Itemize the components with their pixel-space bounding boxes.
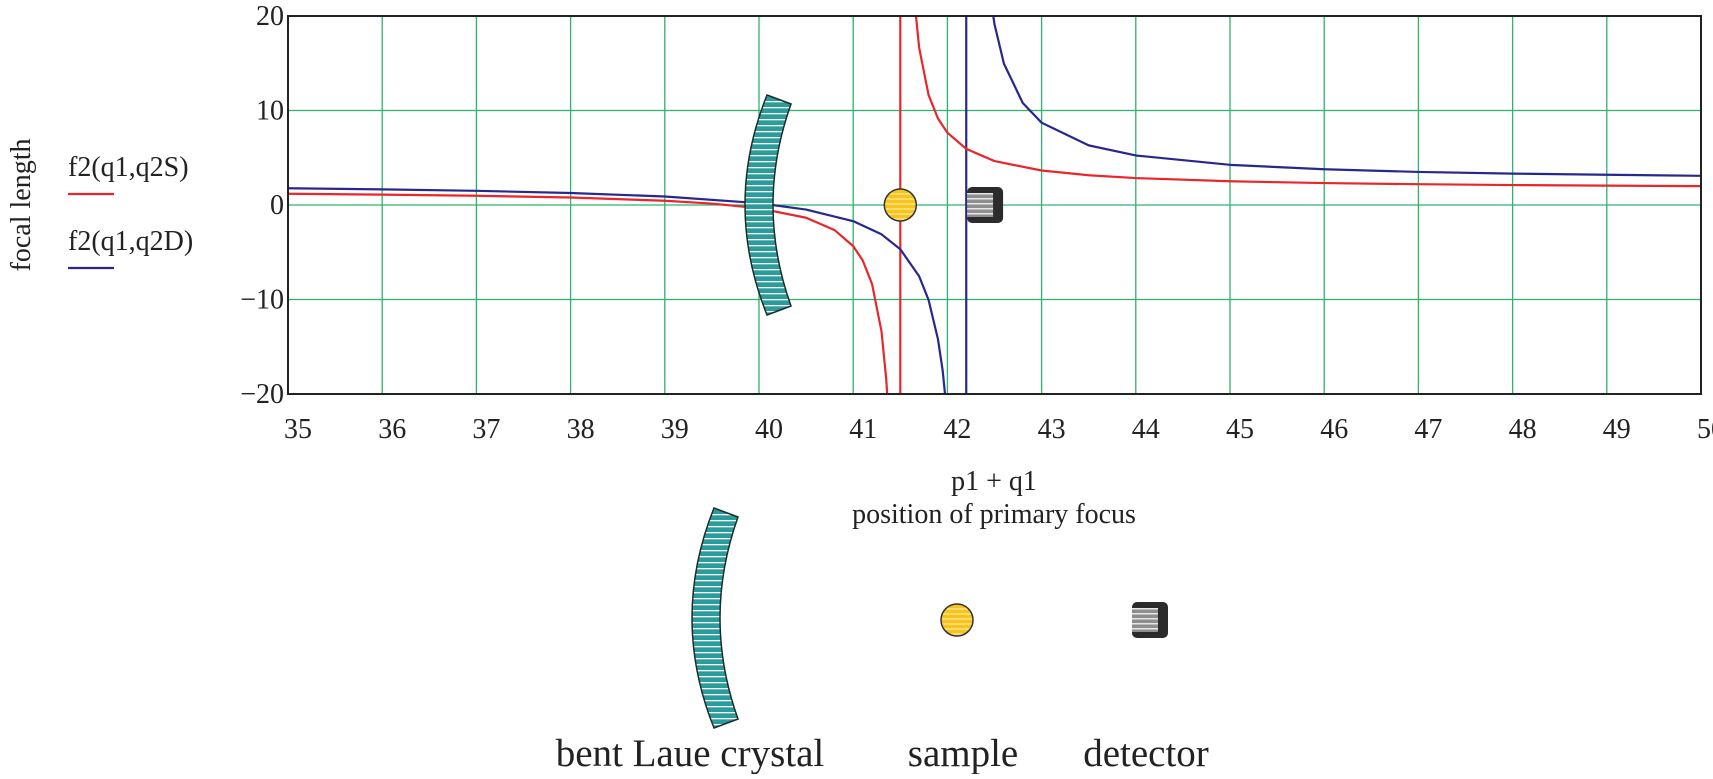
legend: f2(q1,q2S) f2(q1,q2D)	[68, 152, 193, 270]
series-line	[288, 16, 1701, 394]
x-axis-note: position of primary focus	[852, 499, 1136, 530]
x-tick-label: 43	[1038, 414, 1066, 445]
x-tick-label: 45	[1226, 414, 1254, 445]
sample-marker	[883, 188, 918, 222]
y-axis-label: focal length	[6, 139, 37, 272]
series-line	[288, 16, 1701, 394]
x-tick-label: 35	[284, 414, 312, 445]
sample-icon	[940, 603, 974, 637]
y-tick-label: 0	[270, 190, 284, 221]
x-tick-label: 47	[1414, 414, 1442, 445]
x-tick-label: 48	[1509, 414, 1537, 445]
x-tick-label: 40	[755, 414, 783, 445]
y-tick-label: 10	[256, 96, 284, 127]
x-axis-label: p1 + q1	[951, 466, 1037, 497]
y-tick-label: −20	[240, 379, 284, 410]
x-tick-label: 37	[472, 414, 500, 445]
x-tick-label: 41	[849, 414, 877, 445]
x-tick-label: 39	[661, 414, 689, 445]
legend-label: f2(q1,q2D)	[68, 226, 193, 257]
crystal-icon	[691, 507, 739, 729]
x-tick-label: 46	[1320, 414, 1348, 445]
schematic: bent Laue crystal sample detector	[556, 507, 1209, 775]
legend-label: f2(q1,q2S)	[68, 152, 189, 183]
x-tick-label: 49	[1603, 414, 1631, 445]
schematic-label: sample	[908, 732, 1018, 774]
x-tick-label: 36	[378, 414, 406, 445]
schematic-label: detector	[1083, 732, 1209, 774]
x-tick-label: 38	[567, 414, 595, 445]
y-tick-label: −10	[240, 285, 284, 316]
schematic-label: bent Laue crystal	[556, 732, 825, 774]
detector-marker	[967, 187, 1004, 223]
ticks: 35 36 37 38 39 40 41 42 43 44 45 46 47 48 49 50 −20 −10 0 1…	[240, 1, 1713, 445]
x-tick-label: 50	[1697, 414, 1713, 445]
y-tick-label: 20	[256, 1, 284, 32]
series	[288, 16, 1701, 394]
x-tick-label: 44	[1132, 414, 1160, 445]
plot-frame	[287, 15, 1702, 395]
x-tick-label: 42	[943, 414, 971, 445]
detector-icon	[1132, 602, 1168, 638]
